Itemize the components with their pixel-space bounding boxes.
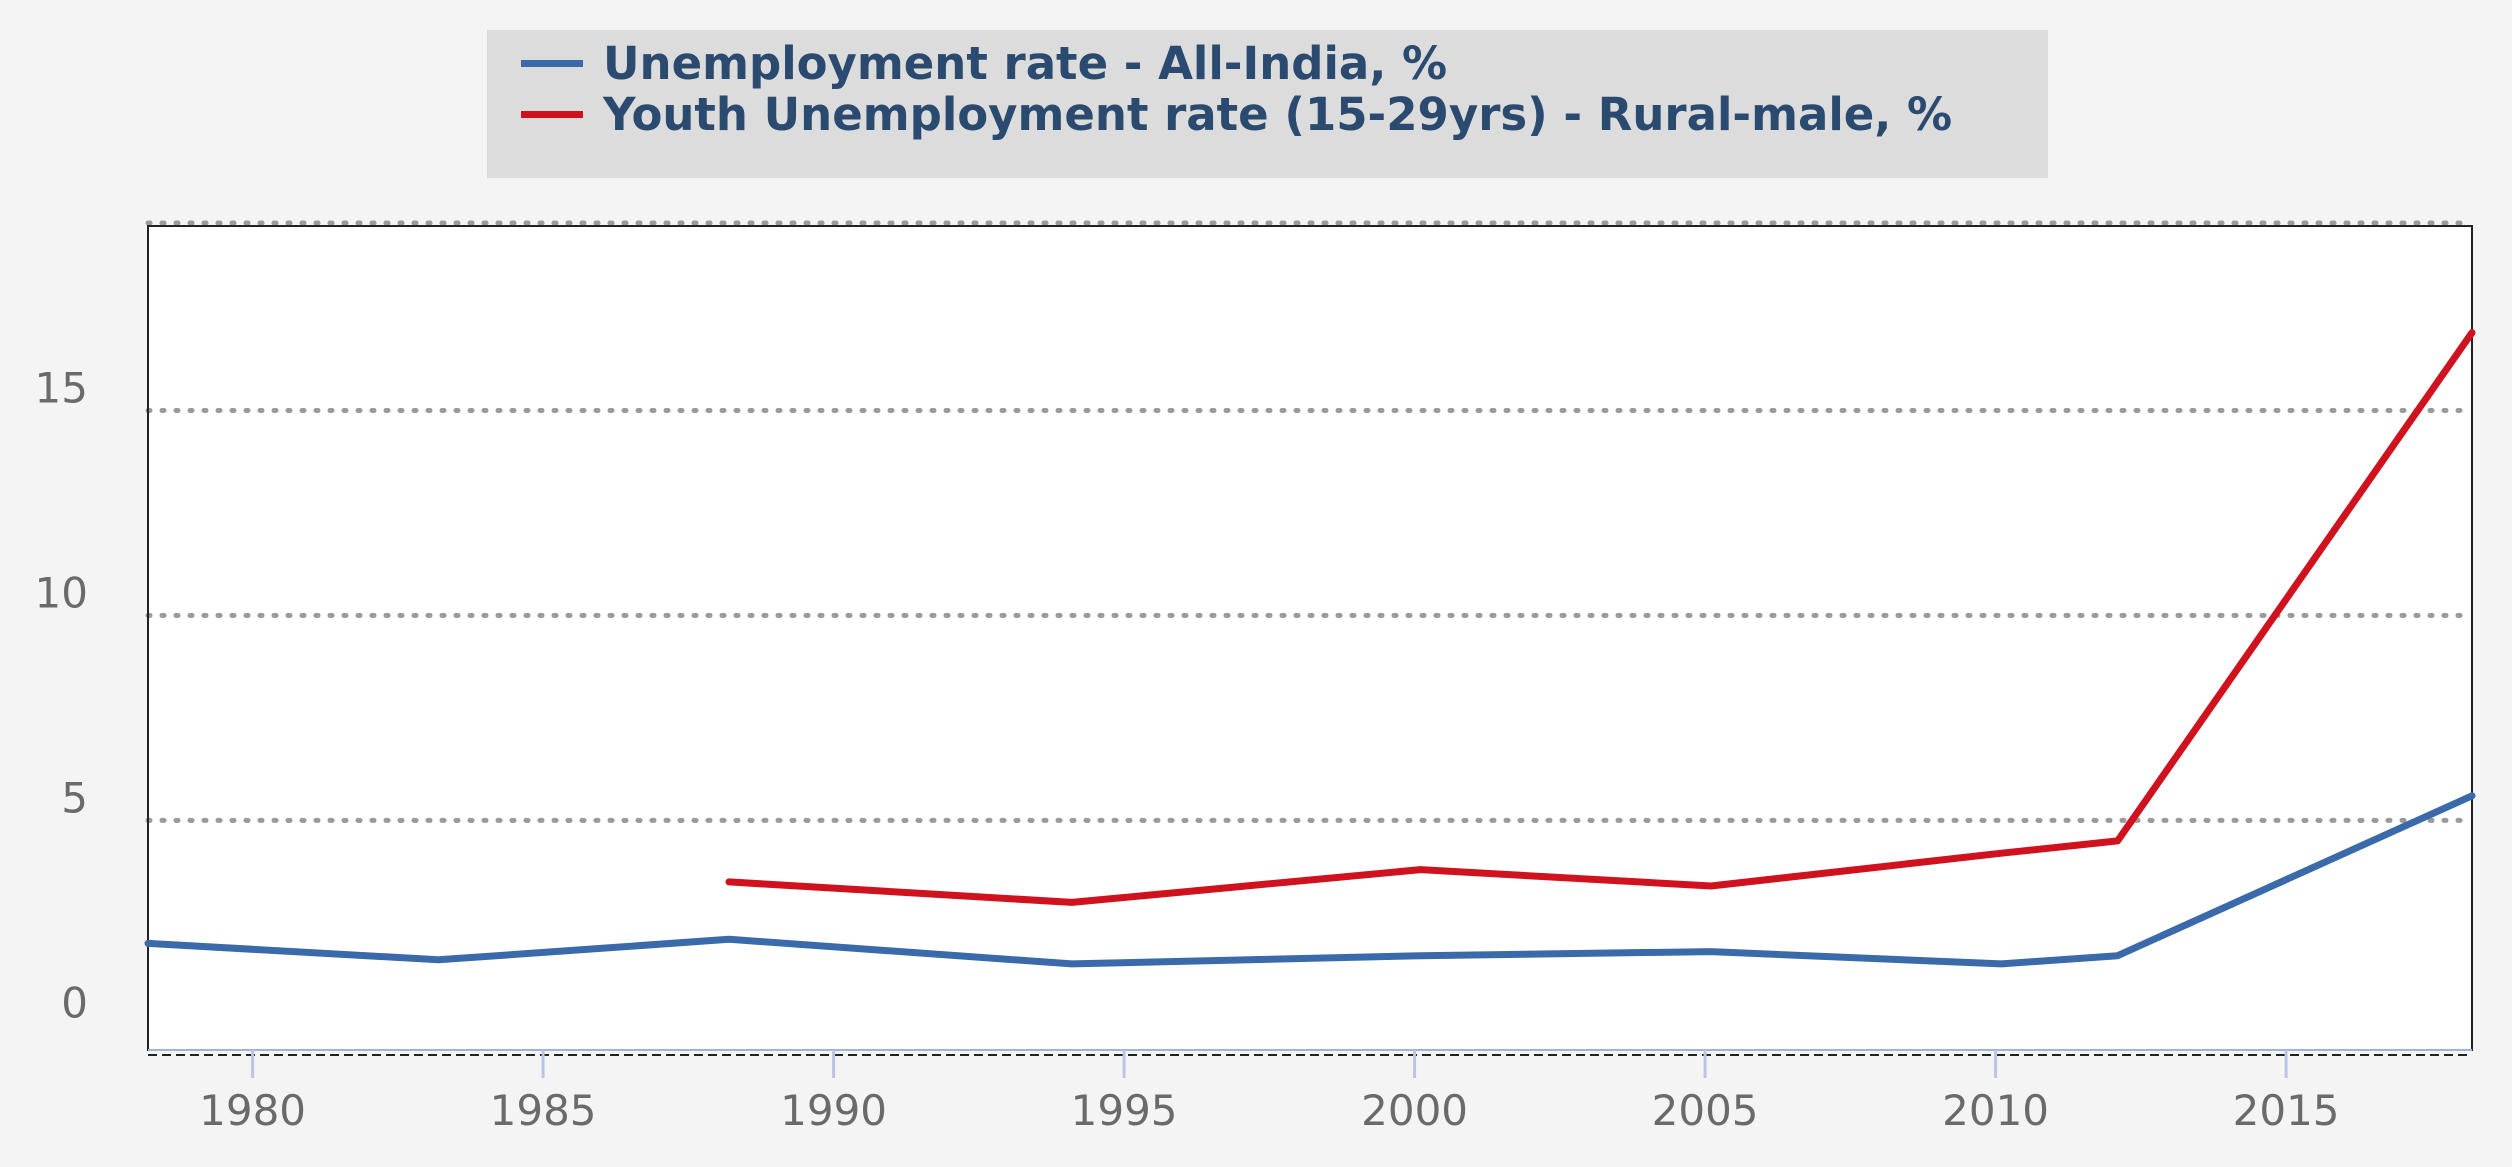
x-tick-label-2010: 2010: [1942, 1086, 2049, 1135]
y-tick-label-0: 0: [61, 978, 88, 1027]
y-tick-label-5: 5: [61, 773, 88, 822]
x-tick-label-2000: 2000: [1361, 1086, 1468, 1135]
legend-item-unemployment-all-india: Unemployment rate - All-India, %: [521, 36, 1448, 90]
x-tick-label-1980: 1980: [199, 1086, 306, 1135]
grid-lines: [145, 407, 2475, 823]
y-tick-label-10: 10: [35, 568, 88, 617]
legend: Unemployment rate - All-India, % Youth U…: [487, 30, 2048, 178]
x-tick-label-2005: 2005: [1652, 1086, 1759, 1135]
legend-swatch-unemployment-all-india: [521, 59, 583, 67]
y-tick-label-15: 15: [35, 363, 88, 412]
legend-item-youth-unemployment-rural-male: Youth Unemployment rate (15-29yrs) - Rur…: [521, 87, 1953, 141]
legend-label-youth-unemployment-rural-male: Youth Unemployment rate (15-29yrs) - Rur…: [603, 87, 1953, 141]
x-tick-label-1990: 1990: [780, 1086, 887, 1135]
y-axis-ticks: 0 5 10 15: [35, 363, 88, 1027]
series-lines: [144, 329, 2476, 968]
x-tick-label-1985: 1985: [490, 1086, 597, 1135]
x-axis-ticks: 1980 1985 1990 1995 2000 2005 2010 2015: [199, 1050, 2340, 1135]
x-tick-label-1995: 1995: [1071, 1086, 1178, 1135]
plot-area: [148, 226, 2472, 1050]
x-tick-label-2015: 2015: [2233, 1086, 2340, 1135]
legend-label-unemployment-all-india: Unemployment rate - All-India, %: [603, 36, 1448, 90]
legend-swatch-youth-unemployment-rural-male: [521, 110, 583, 118]
